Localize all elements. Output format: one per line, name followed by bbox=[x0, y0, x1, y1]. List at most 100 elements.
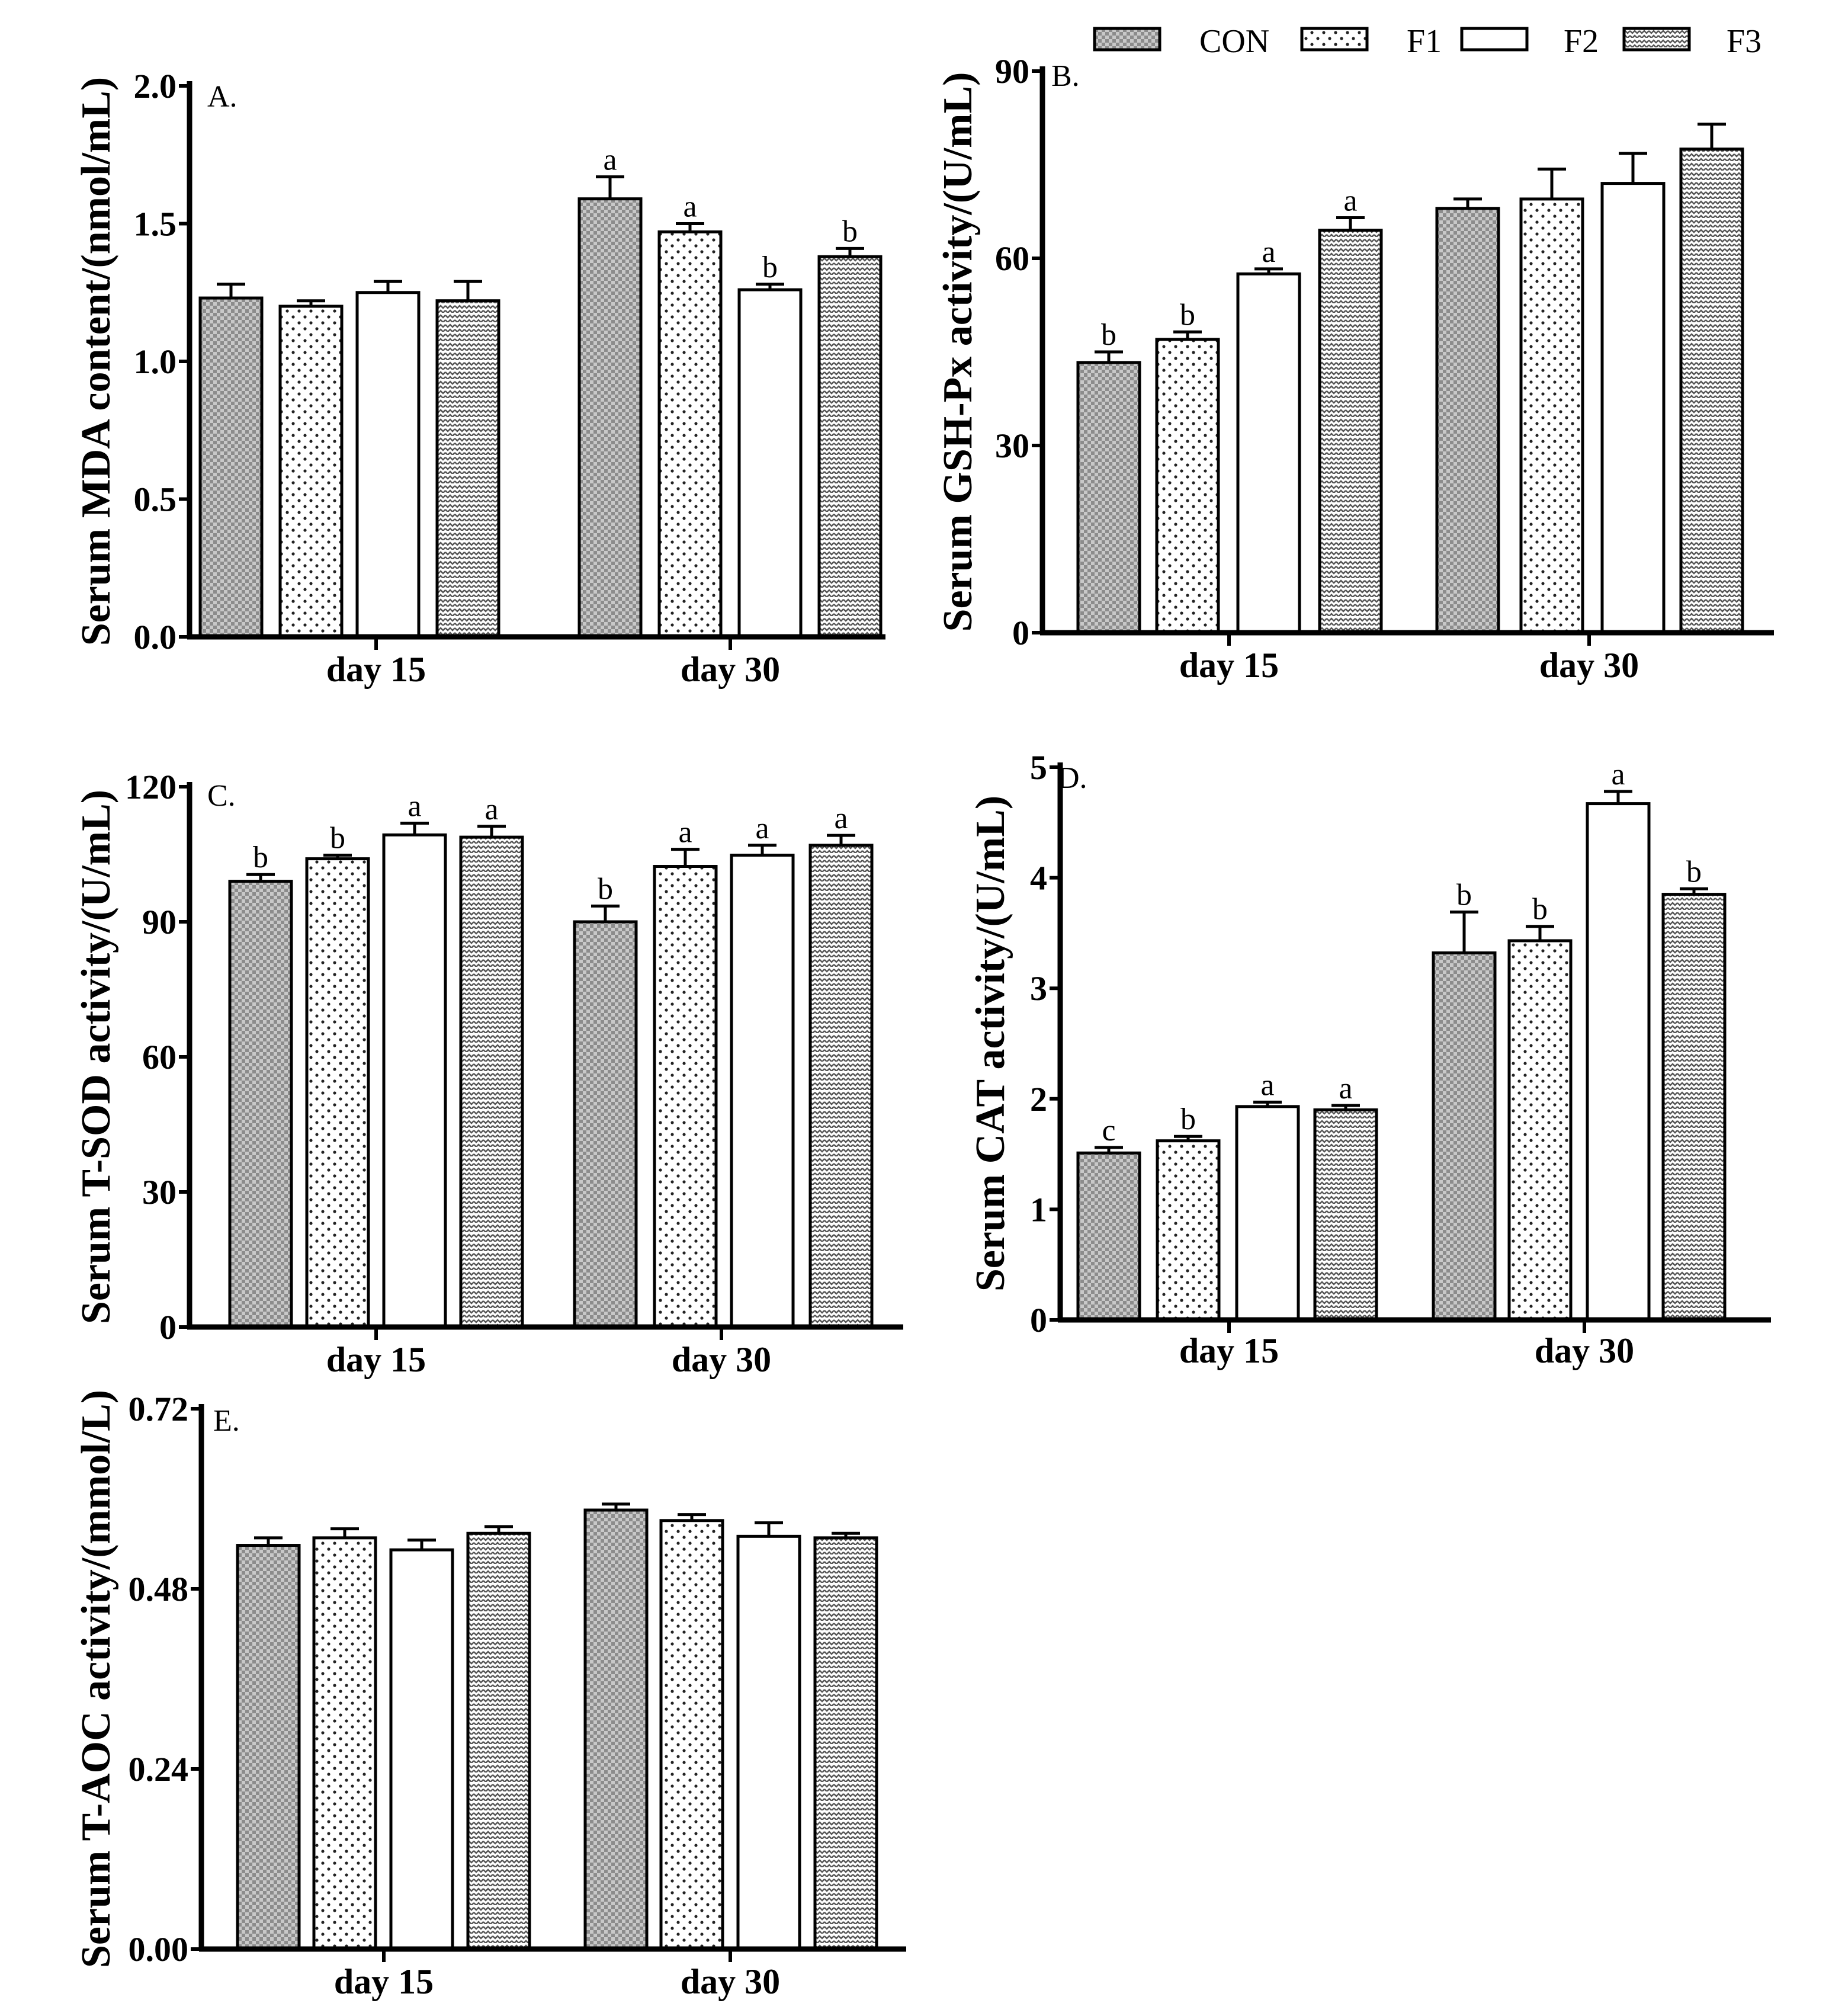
x-category-label: day 30 bbox=[672, 1340, 771, 1379]
y-tick-label: 4 bbox=[1030, 859, 1047, 898]
legend-swatch-f2 bbox=[1460, 27, 1529, 52]
significance-letter: a bbox=[1260, 1068, 1274, 1102]
bar-f3-day-30 bbox=[817, 255, 883, 639]
error-bar bbox=[748, 844, 776, 855]
significance-letter: b bbox=[1101, 318, 1116, 352]
y-tick-label: 3 bbox=[1030, 969, 1047, 1008]
significance-letter: a bbox=[603, 143, 617, 177]
significance-letter: b bbox=[1180, 298, 1195, 332]
significance-letter: b bbox=[762, 251, 778, 284]
bar-f1-day-30 bbox=[659, 1519, 724, 1951]
legend-label-f3: F3 bbox=[1727, 23, 1761, 60]
y-tick-label: 0.0 bbox=[134, 618, 177, 656]
error-bar bbox=[678, 1513, 706, 1521]
error-bar bbox=[756, 283, 784, 290]
y-axis-label: Serum GSH-Px activity/(U/mL) bbox=[935, 72, 981, 632]
y-tick-label: 0.5 bbox=[134, 480, 177, 519]
legend-label-f1: F1 bbox=[1407, 23, 1442, 60]
x-category-label: day 15 bbox=[334, 1962, 434, 2001]
error-bar bbox=[1619, 152, 1647, 184]
error-bar bbox=[1173, 330, 1202, 339]
x-category-label: day 15 bbox=[326, 650, 426, 689]
y-tick-label: 30 bbox=[995, 427, 1029, 465]
error-bar bbox=[297, 299, 325, 306]
y-tick-label: 2 bbox=[1030, 1080, 1047, 1118]
y-tick-label: 0.24 bbox=[129, 1750, 189, 1789]
y-tick-label: 2.0 bbox=[134, 67, 177, 105]
panel-e-t-aoc-chart: 0.00 0.24 0.48 0.72 day 15 day 30 E. Serum T-AO… bbox=[73, 1390, 906, 2001]
x-category-label: day 30 bbox=[681, 650, 780, 689]
significance-letter: a bbox=[1262, 235, 1275, 269]
error-bar bbox=[1698, 123, 1726, 149]
error-bar bbox=[1253, 1100, 1282, 1107]
significance-letter: a bbox=[484, 793, 498, 826]
panel-tag: E. bbox=[213, 1404, 240, 1438]
significance-letter: c bbox=[1102, 1114, 1115, 1148]
bar-f3-day-15 bbox=[1318, 229, 1383, 634]
significance-letter: a bbox=[683, 190, 697, 224]
bar-con-day-15 bbox=[198, 296, 264, 639]
bar-f1-day-15 bbox=[1155, 338, 1220, 634]
significance-letter: a bbox=[1343, 184, 1357, 218]
error-bar bbox=[832, 1531, 860, 1538]
y-tick-label: 0 bbox=[1030, 1301, 1047, 1339]
bar-con-day-30 bbox=[577, 197, 643, 639]
y-tick-label: 0.72 bbox=[129, 1390, 189, 1428]
error-bar bbox=[591, 904, 620, 922]
bar-f2-day-30 bbox=[730, 854, 795, 1329]
significance-letter: a bbox=[755, 812, 769, 845]
error-bar bbox=[374, 280, 402, 293]
error-bar bbox=[254, 1536, 283, 1546]
x-category-label: day 30 bbox=[681, 1962, 780, 2001]
panel-tag: D. bbox=[1057, 761, 1087, 795]
significance-letter: b bbox=[1180, 1102, 1196, 1136]
panel-b-gsh-px-chart: b b a a 0 30 60 90 day 15 day 30 B. Serum GSH-Px ac… bbox=[935, 52, 1774, 685]
panel-a-mda-chart: a a b b 0.0 0.5 1.0 1.5 2.0 day 15 day 30 A. Serum M… bbox=[73, 67, 885, 689]
error-bar bbox=[1604, 790, 1632, 804]
y-tick-label: 90 bbox=[142, 903, 177, 941]
error-bar bbox=[755, 1521, 783, 1537]
error-bar bbox=[246, 873, 275, 882]
bar-con-day-30 bbox=[583, 1508, 649, 1951]
legend: CON F1 F2 F3 bbox=[1093, 23, 1761, 60]
bar-f3-day-30 bbox=[1661, 893, 1727, 1322]
significance-letter: a bbox=[407, 790, 421, 823]
bar-con-day-15 bbox=[1076, 1151, 1141, 1322]
bar-f2-day-30 bbox=[1586, 802, 1651, 1322]
bar-con-day-15 bbox=[1076, 361, 1141, 634]
error-bar bbox=[1526, 925, 1554, 941]
error-bar bbox=[1336, 216, 1365, 230]
y-tick-label: 60 bbox=[995, 239, 1029, 278]
y-axis-label: Serum MDA content/(nmol/mL) bbox=[73, 77, 119, 646]
bar-con-day-15 bbox=[236, 1544, 301, 1951]
bar-con-day-30 bbox=[1432, 951, 1497, 1322]
significance-letter: b bbox=[330, 822, 345, 855]
error-bar bbox=[484, 1525, 513, 1534]
y-tick-label: 30 bbox=[142, 1173, 177, 1211]
panel-tag: C. bbox=[207, 779, 236, 813]
error-bar bbox=[1174, 1134, 1202, 1141]
y-axis-label: Serum T-SOD activity/(U/mL) bbox=[73, 790, 119, 1324]
error-bar bbox=[217, 283, 245, 299]
y-tick-label: 1 bbox=[1030, 1190, 1047, 1229]
bar-con-day-30 bbox=[1435, 207, 1500, 634]
bar-f1-day-30 bbox=[1507, 939, 1573, 1322]
x-category-label: day 15 bbox=[1179, 646, 1279, 685]
error-bar bbox=[1453, 197, 1482, 209]
significance-letter: b bbox=[842, 214, 858, 248]
error-bar bbox=[1450, 910, 1478, 953]
y-axis-label: Serum T-AOC activity/(mmol/L) bbox=[73, 1390, 119, 1968]
error-bar bbox=[602, 1502, 630, 1510]
error-bar bbox=[1331, 1104, 1360, 1110]
significance-letter: b bbox=[1456, 878, 1472, 912]
error-bar bbox=[1095, 1146, 1123, 1153]
y-axis-label: Serum CAT activity/(U/mL) bbox=[968, 796, 1013, 1291]
x-category-label: day 30 bbox=[1539, 646, 1639, 685]
legend-swatch-f3 bbox=[1622, 27, 1691, 52]
bar-f2-day-15 bbox=[355, 291, 421, 639]
panel-d-cat-chart: c b b b a a a b 0 1 2 3 4 5 day 15 day 30 D. Serum CAT ac… bbox=[968, 748, 1771, 1370]
error-bar bbox=[330, 1527, 359, 1538]
legend-label-con: CON bbox=[1199, 23, 1269, 60]
bar-f2-day-30 bbox=[1600, 182, 1666, 634]
